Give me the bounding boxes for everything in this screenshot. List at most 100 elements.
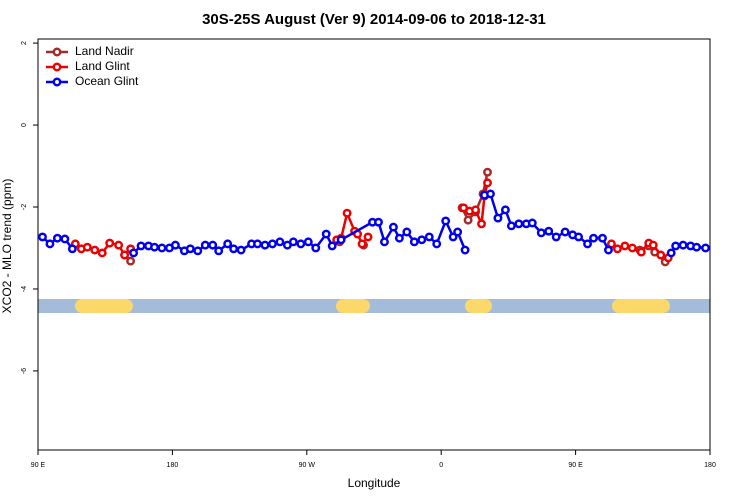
point	[67, 244, 77, 254]
point	[483, 167, 492, 177]
point	[417, 235, 427, 245]
y-axis-label: XCO2 - MLO trend (ppm)	[0, 179, 14, 314]
point	[380, 237, 389, 247]
point	[129, 248, 139, 258]
point	[45, 239, 55, 249]
point	[598, 233, 607, 243]
point	[374, 217, 383, 227]
point	[656, 250, 666, 260]
y-tick-label: -4	[21, 286, 28, 292]
point	[223, 239, 233, 249]
x-tick-label: 90 E	[568, 462, 583, 469]
y-tick-label: -2	[21, 204, 28, 210]
point	[236, 245, 246, 255]
land-band	[75, 299, 133, 313]
legend-marker	[52, 47, 62, 57]
point	[671, 241, 681, 251]
point	[620, 241, 630, 251]
point	[260, 240, 270, 250]
point	[514, 219, 524, 229]
point	[394, 233, 404, 243]
point	[692, 242, 702, 252]
point	[60, 234, 70, 244]
point	[327, 241, 337, 251]
point	[460, 245, 470, 255]
point	[185, 244, 195, 254]
point	[275, 237, 285, 247]
point	[402, 227, 412, 237]
y-tick-label: 0	[21, 123, 28, 127]
point	[678, 240, 688, 250]
point	[214, 246, 224, 256]
point	[493, 213, 503, 223]
legend-marker	[52, 77, 62, 87]
point	[544, 226, 554, 236]
point	[193, 246, 203, 256]
legend-label: Ocean Glint	[75, 74, 139, 88]
x-tick-label: 180	[167, 462, 179, 469]
point	[357, 239, 367, 249]
point	[288, 237, 298, 247]
point	[38, 232, 47, 242]
x-tick-label: 90 E	[31, 462, 46, 469]
point	[536, 228, 546, 238]
point	[296, 239, 306, 249]
point	[506, 221, 516, 231]
point	[170, 240, 180, 250]
x-tick-label: 180	[704, 462, 716, 469]
legend-label: Land Glint	[75, 59, 130, 73]
point	[157, 243, 167, 253]
point	[627, 243, 637, 253]
point	[208, 240, 218, 250]
point	[388, 222, 398, 232]
legend-label: Land Nadir	[75, 44, 134, 58]
point	[342, 208, 352, 218]
point	[200, 240, 210, 250]
point	[105, 238, 115, 248]
land-band	[612, 299, 670, 313]
point	[136, 241, 146, 251]
point	[253, 239, 262, 249]
point	[551, 232, 561, 242]
point	[114, 240, 124, 250]
ocean-band	[38, 299, 710, 313]
point	[229, 244, 239, 254]
point	[97, 248, 107, 258]
point	[574, 232, 584, 242]
point	[471, 205, 480, 215]
y-tick-label: -6	[21, 368, 28, 374]
point	[424, 232, 434, 242]
x-tick-label: 90 W	[299, 462, 316, 469]
point	[589, 233, 598, 243]
point	[432, 239, 442, 249]
point	[500, 205, 510, 215]
point	[483, 178, 492, 188]
point	[303, 237, 313, 247]
point	[52, 233, 62, 243]
point	[363, 232, 373, 242]
legend-marker	[52, 62, 62, 72]
point	[648, 240, 658, 250]
point	[527, 218, 537, 228]
point	[666, 248, 676, 258]
point	[463, 215, 473, 225]
point	[560, 227, 570, 237]
point	[321, 229, 331, 239]
land-band	[465, 299, 492, 313]
x-tick-label: 0	[439, 462, 443, 469]
point	[336, 235, 346, 245]
x-axis-label: Longitude	[348, 476, 401, 490]
point	[150, 242, 159, 252]
point	[311, 243, 321, 253]
point	[612, 244, 622, 254]
point	[82, 242, 92, 252]
point	[453, 227, 463, 237]
point	[268, 239, 277, 249]
point	[701, 243, 710, 253]
land-band	[336, 299, 370, 313]
point	[477, 219, 486, 229]
y-tick-label: 2	[21, 41, 28, 45]
point	[486, 189, 495, 199]
plot-frame	[37, 38, 711, 451]
